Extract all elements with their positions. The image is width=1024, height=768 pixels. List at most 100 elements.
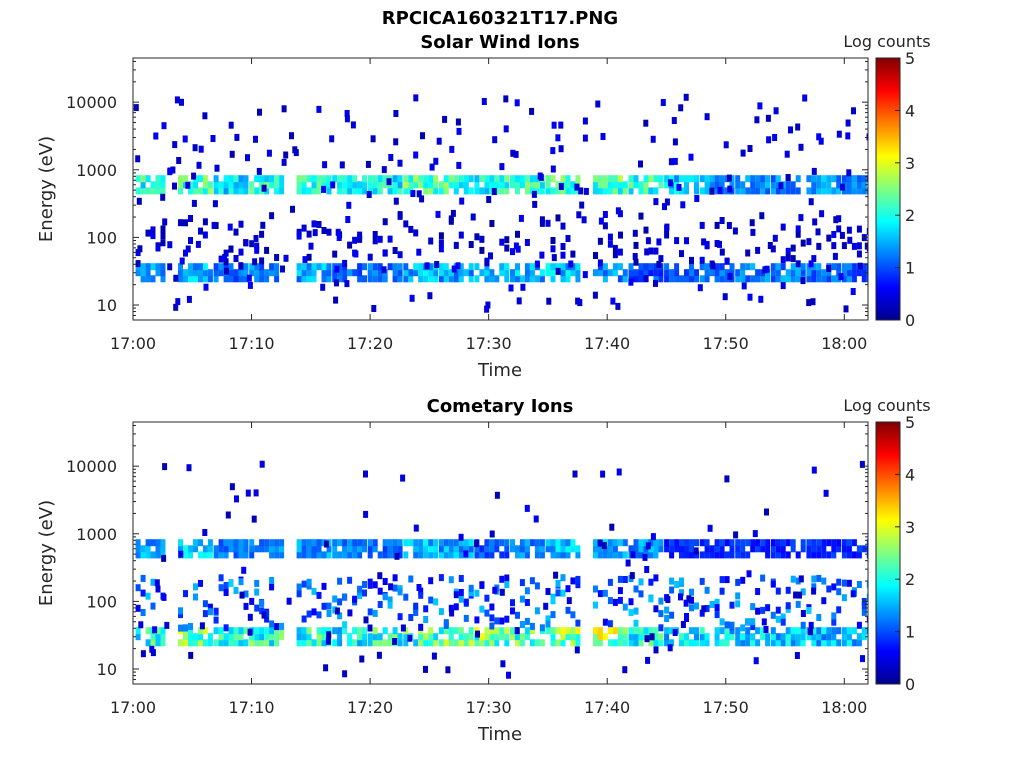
heatmap-cell (416, 584, 422, 591)
heatmap-cell (332, 639, 338, 647)
heatmap-cell (178, 639, 183, 647)
heatmap-cell (138, 621, 144, 629)
heatmap-cell (178, 263, 183, 271)
heatmap-cell (484, 639, 490, 647)
heatmap-cell (499, 269, 505, 277)
colorbar-tick-label: 4 (905, 101, 915, 120)
heatmap-cell (550, 187, 556, 195)
heatmap-cell (597, 545, 603, 553)
heatmap-cell (645, 542, 651, 550)
heatmap-cell (607, 181, 613, 189)
heatmap-cell (306, 230, 312, 238)
heatmap-cell (238, 545, 244, 553)
heatmap-cell (372, 181, 378, 189)
heatmap-cell (377, 235, 383, 243)
heatmap-cell (714, 639, 720, 647)
heatmap-cell (486, 196, 492, 203)
heatmap-cell (274, 263, 280, 271)
heatmap-cell (826, 275, 832, 283)
heatmap-cell (133, 104, 139, 112)
heatmap-cell (413, 609, 419, 616)
heatmap-cell (740, 624, 746, 632)
heatmap-cell (453, 545, 459, 553)
heatmap-cell (245, 154, 250, 162)
heatmap-cell (516, 297, 522, 305)
heatmap-cell (529, 107, 535, 115)
heatmap-cell (323, 664, 329, 672)
heatmap-cell (332, 551, 338, 559)
heatmap-cell (233, 175, 239, 183)
heatmap-cell (699, 263, 705, 271)
heatmap-cell (617, 633, 623, 641)
heatmap-cell (524, 633, 530, 641)
heatmap-cell (570, 633, 576, 641)
heatmap-cell (747, 293, 753, 301)
heatmap-cell (259, 639, 265, 647)
heatmap-cell (458, 589, 464, 596)
heatmap-cell (755, 275, 761, 283)
heatmap-cell (811, 167, 817, 175)
heatmap-cell (856, 581, 862, 588)
heatmap-cell (866, 580, 868, 588)
heatmap-cell (458, 627, 464, 635)
heatmap-cell (377, 572, 383, 580)
heatmap-cell (622, 181, 628, 189)
heatmap-cell (811, 633, 817, 641)
heatmap-cell (846, 633, 852, 641)
heatmap-cell (765, 175, 771, 183)
heatmap-cell (416, 190, 422, 198)
heatmap-cell (392, 633, 398, 641)
heatmap-cell (458, 181, 464, 189)
heatmap-cell (283, 151, 289, 159)
heatmap-cell (735, 275, 741, 283)
heatmap-cell (775, 545, 781, 553)
heatmap-cell (770, 263, 776, 271)
heatmap-cell (453, 603, 459, 611)
heatmap-cell (643, 627, 649, 635)
heatmap-cell (633, 633, 639, 641)
heatmap-cell (362, 539, 367, 547)
heatmap-cell (167, 263, 173, 271)
heatmap-cell (408, 575, 414, 583)
heatmap-cell (684, 237, 689, 245)
heatmap-cell (765, 187, 771, 195)
heatmap-cell (326, 610, 332, 617)
heatmap-cell (699, 187, 705, 195)
heatmap-cell (593, 633, 598, 641)
heatmap-cell (311, 545, 317, 553)
heatmap-cell (545, 588, 551, 595)
heatmap-cell (207, 269, 213, 277)
heatmap-cell (223, 258, 229, 266)
heatmap-cell (785, 181, 791, 189)
heatmap-cell (218, 255, 224, 263)
heatmap-cell (296, 275, 302, 283)
heatmap-cell (795, 627, 801, 635)
heatmap-cell (173, 274, 179, 282)
heatmap-cell (719, 587, 725, 595)
heatmap-cell (223, 263, 229, 271)
heatmap-cell (188, 275, 193, 283)
heatmap-cell (324, 540, 329, 548)
heatmap-cell (243, 627, 249, 635)
heatmap-cell (392, 638, 398, 645)
heatmap-cell (714, 263, 720, 271)
heatmap-cell (679, 275, 684, 283)
heatmap-cell (306, 545, 312, 553)
heatmap-cell (207, 275, 213, 283)
heatmap-cell (689, 545, 694, 553)
heatmap-cell (831, 545, 837, 553)
heatmap-cell (648, 627, 654, 635)
heatmap-cell (806, 275, 812, 283)
x-tick-label: 17:20 (347, 334, 393, 353)
heatmap-cell (723, 141, 729, 149)
heatmap-cell (218, 633, 224, 641)
heatmap-cell (684, 539, 689, 547)
heatmap-cell (150, 633, 156, 641)
heatmap-cell (664, 223, 670, 231)
heatmap-cell (510, 539, 515, 547)
heatmap-cell (570, 250, 576, 258)
heatmap-cell (428, 175, 434, 183)
heatmap-cell (572, 470, 578, 478)
heatmap-cell (704, 551, 710, 559)
heatmap-cell (846, 627, 852, 635)
